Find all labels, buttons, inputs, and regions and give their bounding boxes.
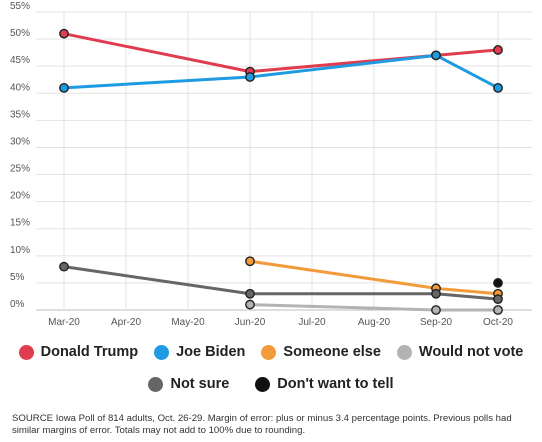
legend-item-not-sure: Not sure xyxy=(148,376,229,392)
point-would-not-vote xyxy=(493,305,503,315)
point-would-not-vote xyxy=(431,305,441,315)
y-tick-label: 0% xyxy=(10,299,25,310)
legend-label-would-not-vote: Would not vote xyxy=(418,344,524,360)
point-joe-biden xyxy=(59,82,69,93)
point-not-sure xyxy=(59,261,69,272)
legend-item-donald-trump: Donald Trump xyxy=(18,344,139,360)
y-tick-label: 25% xyxy=(10,164,30,175)
legend-label-donald-trump: Donald Trump xyxy=(40,344,139,360)
legend-swatch-joe-biden xyxy=(154,344,170,360)
point-don-t-want-to-tell xyxy=(493,278,503,288)
y-tick-label: 40% xyxy=(10,82,30,93)
y-tick-label: 30% xyxy=(10,136,30,147)
point-would-not-vote xyxy=(245,299,255,310)
point-donald-trump xyxy=(493,45,503,55)
legend-label-dont-want-to-tell: Don't want to tell xyxy=(277,376,394,392)
x-axis-tick-labels: Mar-20 Apr-20 May-20 Jun-20 Jul-20 Aug-20 Sep-… xyxy=(48,317,513,328)
legend-swatch-donald-trump xyxy=(18,344,34,360)
series-points xyxy=(59,28,503,315)
legend-label-joe-biden: Joe Biden xyxy=(176,344,246,360)
source-note: SOURCE Iowa Poll of 814 adults, Oct. 26-… xyxy=(12,413,512,436)
y-tick-label: 5% xyxy=(10,272,25,283)
y-tick-label: 55% xyxy=(10,1,30,12)
x-tick-label: Jul-20 xyxy=(298,317,326,328)
line-chart: 0% 5% 10% 15% 20% 25% 30% 35% 40% 45% 50% 55% Mar-2… xyxy=(10,1,532,328)
legend-label-not-sure: Not sure xyxy=(170,376,230,392)
point-not-sure xyxy=(245,288,255,299)
y-tick-label: 15% xyxy=(10,218,30,229)
legend-item-would-not-vote: Would not vote xyxy=(396,344,524,360)
x-tick-label: Apr-20 xyxy=(111,317,141,328)
legend-swatch-someone-else xyxy=(261,344,277,360)
legend-swatch-would-not-vote xyxy=(396,344,412,360)
x-tick-label: Aug-20 xyxy=(358,317,391,328)
series-lines xyxy=(63,32,499,312)
legend-item-someone-else: Someone else xyxy=(261,344,381,360)
legend-row-2: Not sure Don't want to tell xyxy=(0,376,542,392)
point-not-sure xyxy=(493,294,503,305)
legend-label-someone-else: Someone else xyxy=(283,344,381,360)
legend-item-joe-biden: Joe Biden xyxy=(154,344,245,360)
series-line-donald-trump xyxy=(63,32,499,74)
point-not-sure xyxy=(431,288,441,299)
series-line-joe-biden xyxy=(63,53,499,90)
legend-item-dont-want-to-tell: Don't want to tell xyxy=(255,376,394,392)
x-tick-label: Sep-20 xyxy=(420,317,453,328)
point-joe-biden xyxy=(493,82,503,93)
y-tick-label: 45% xyxy=(10,55,30,66)
y-tick-label: 20% xyxy=(10,191,30,202)
point-someone-else xyxy=(245,256,255,267)
gridlines xyxy=(36,11,532,311)
legend-swatch-not-sure xyxy=(148,376,164,392)
series-line-not-sure xyxy=(63,265,499,301)
y-tick-label: 10% xyxy=(10,245,30,256)
x-tick-label: Mar-20 xyxy=(48,317,80,328)
x-tick-label: Jun-20 xyxy=(235,317,266,328)
legend-swatch-dont-want-to-tell xyxy=(255,376,271,392)
y-axis-tick-labels: 0% 5% 10% 15% 20% 25% 30% 35% 40% 45% 50% 55% xyxy=(10,1,30,310)
y-tick-label: 50% xyxy=(10,28,30,39)
point-joe-biden xyxy=(431,50,441,61)
legend-row-1: Donald Trump Joe Biden Someone else Woul… xyxy=(0,344,542,360)
y-tick-label: 35% xyxy=(10,109,30,120)
point-joe-biden xyxy=(245,72,255,82)
point-donald-trump xyxy=(59,28,69,39)
x-tick-label: May-20 xyxy=(171,317,205,328)
x-tick-label: Oct-20 xyxy=(483,317,513,328)
